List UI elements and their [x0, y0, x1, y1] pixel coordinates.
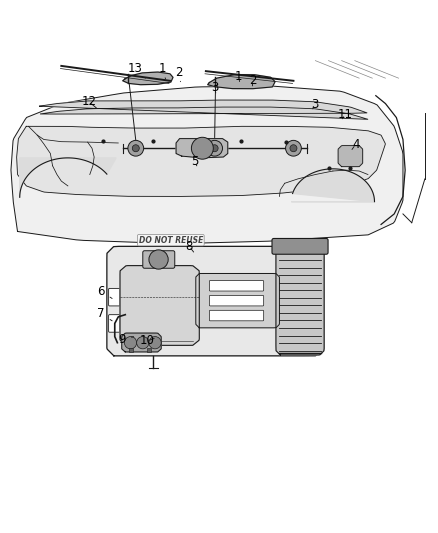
FancyBboxPatch shape — [209, 280, 264, 291]
Text: 4: 4 — [352, 138, 360, 151]
Polygon shape — [196, 273, 279, 328]
Polygon shape — [123, 72, 173, 85]
Polygon shape — [176, 139, 228, 158]
Text: 9: 9 — [118, 333, 134, 346]
FancyBboxPatch shape — [143, 251, 175, 268]
Text: 3: 3 — [311, 98, 318, 110]
Circle shape — [207, 140, 223, 156]
Text: 8: 8 — [186, 240, 194, 253]
FancyBboxPatch shape — [272, 238, 328, 254]
Polygon shape — [276, 245, 324, 355]
Polygon shape — [122, 333, 161, 352]
Polygon shape — [39, 100, 368, 119]
Polygon shape — [20, 158, 116, 197]
FancyBboxPatch shape — [209, 295, 264, 306]
Circle shape — [124, 336, 137, 349]
Circle shape — [137, 336, 149, 349]
Text: 6: 6 — [97, 285, 112, 298]
Circle shape — [290, 145, 297, 152]
Text: 2: 2 — [249, 74, 257, 87]
Circle shape — [211, 145, 218, 152]
Polygon shape — [11, 86, 403, 244]
Circle shape — [286, 140, 301, 156]
FancyBboxPatch shape — [209, 310, 264, 321]
Text: 1: 1 — [235, 70, 243, 83]
Circle shape — [149, 250, 168, 269]
Text: DO NOT REUSE: DO NOT REUSE — [139, 236, 203, 245]
Polygon shape — [17, 126, 385, 197]
Polygon shape — [208, 75, 275, 88]
Circle shape — [132, 145, 139, 152]
Circle shape — [128, 140, 144, 156]
Text: 12: 12 — [81, 95, 96, 108]
Polygon shape — [107, 246, 324, 356]
Text: 3: 3 — [211, 82, 218, 94]
Polygon shape — [291, 169, 374, 201]
Text: 13: 13 — [127, 62, 145, 78]
Text: 10: 10 — [140, 335, 155, 348]
FancyBboxPatch shape — [109, 288, 120, 306]
Polygon shape — [120, 265, 199, 345]
Text: 11: 11 — [338, 108, 353, 121]
Text: 2: 2 — [175, 66, 183, 82]
Text: 1: 1 — [158, 62, 166, 79]
Text: 5: 5 — [191, 155, 198, 168]
FancyBboxPatch shape — [109, 314, 120, 332]
Text: 7: 7 — [97, 308, 112, 321]
Polygon shape — [338, 146, 363, 167]
Circle shape — [149, 336, 161, 349]
Circle shape — [191, 138, 213, 159]
